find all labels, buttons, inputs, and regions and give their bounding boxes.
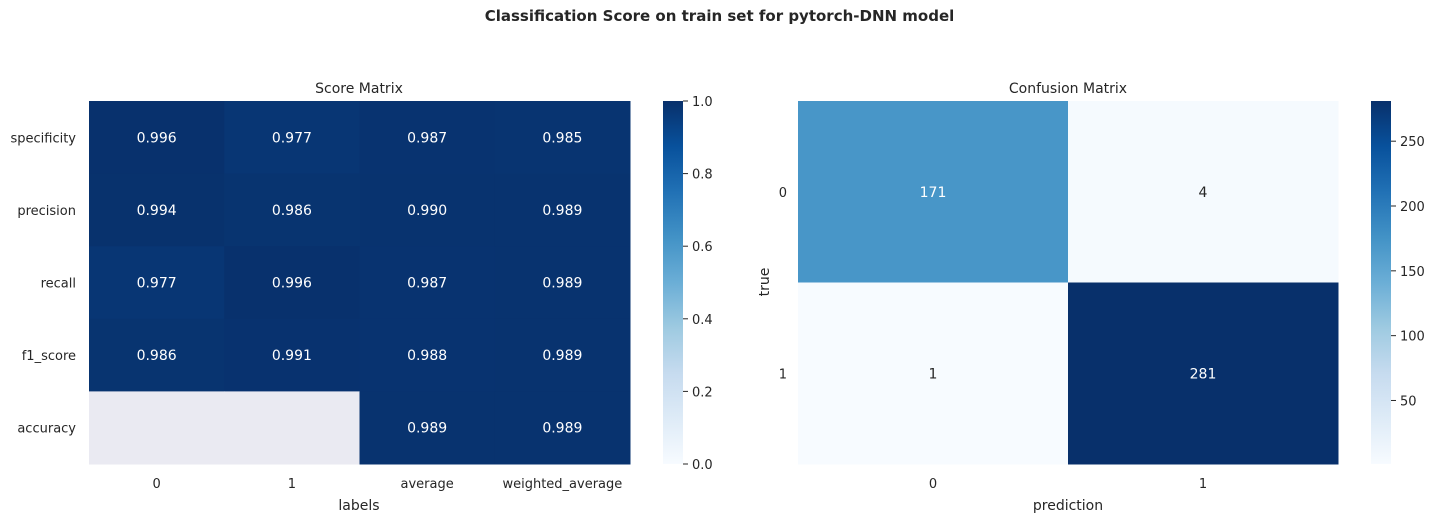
heatmap-cell <box>494 173 631 247</box>
cell-value-label: 0.987 <box>407 276 447 292</box>
cell-value-label: 0.977 <box>272 130 312 146</box>
confusion-matrix-row-labels: 01 <box>779 186 787 383</box>
row-tick-label: accuracy <box>17 422 76 437</box>
cell-value-label: 0.986 <box>272 203 312 219</box>
confusion-matrix-title: Confusion Matrix <box>1009 81 1127 97</box>
cell-value-label: 4 <box>1199 185 1208 201</box>
row-tick-label: f1_score <box>22 349 76 364</box>
colorbar-tick-label: 100 <box>1400 330 1425 345</box>
heatmap-cell <box>1068 282 1339 465</box>
heatmap-cell <box>1068 101 1339 283</box>
column-tick-label: weighted_average <box>502 477 622 492</box>
heatmap-cell <box>359 318 496 392</box>
column-tick-label: average <box>401 477 454 492</box>
cell-value-label: 0.991 <box>272 348 312 364</box>
cell-value-label: 1 <box>929 366 938 382</box>
colorbar-tick-label: 0.0 <box>692 458 713 473</box>
heatmap-cell <box>89 391 225 465</box>
heatmap-cell <box>359 391 496 465</box>
row-tick-label: 1 <box>779 367 787 382</box>
confusion-matrix-colorbar <box>1371 101 1391 464</box>
cell-value-label: 0.989 <box>542 348 582 364</box>
row-tick-label: specificity <box>10 131 76 146</box>
column-tick-label: 1 <box>1199 477 1207 492</box>
heatmap-cell <box>494 391 631 465</box>
cell-value-label: 0.989 <box>542 276 582 292</box>
heatmap-cell <box>89 173 225 247</box>
row-tick-label: 0 <box>779 186 787 201</box>
cell-value-label: 0.989 <box>542 421 582 437</box>
cell-value-label: 0.988 <box>407 348 447 364</box>
heatmap-cell <box>224 318 360 392</box>
heatmap-cell <box>359 173 496 247</box>
figure-title: Classification Score on train set for py… <box>484 7 955 25</box>
cell-value-label: 0.990 <box>407 203 447 219</box>
cell-value-label: 0.985 <box>542 130 582 146</box>
colorbar-tick-label: 150 <box>1400 265 1425 280</box>
cell-value-label: 0.987 <box>407 130 447 146</box>
score-matrix-row-labels: specificity precision recall f1_scoreaccura… <box>10 131 76 436</box>
heatmap-cell <box>359 246 496 320</box>
heatmap-cell <box>89 101 225 175</box>
cell-value-label: 281 <box>1190 366 1217 382</box>
heatmap-cell <box>798 101 1069 283</box>
score-matrix-xlabel: labels <box>338 498 379 514</box>
score-matrix-title: Score Matrix <box>315 81 403 97</box>
score-matrix-cells: 0.996 0.977 0.987 0.985 0.994 0.986 0.990 0.989… <box>89 101 631 465</box>
column-tick-label: 1 <box>288 477 296 492</box>
colorbar-tick-label: 250 <box>1400 135 1425 150</box>
heatmap-cell <box>359 101 496 175</box>
cell-value-label: 0.986 <box>137 348 177 364</box>
cell-value-label: 0.996 <box>137 130 177 146</box>
heatmap-cell <box>89 246 225 320</box>
colorbar-tick-label: 0.6 <box>692 240 713 255</box>
colorbar-tick-label: 200 <box>1400 200 1425 215</box>
column-tick-label: 0 <box>152 477 160 492</box>
confusion-matrix-xlabel: prediction <box>1033 498 1103 514</box>
row-tick-label: precision <box>17 204 76 219</box>
confusion-matrix-cells: 171 4 1 281 <box>798 101 1339 465</box>
heatmap-cell <box>224 173 360 247</box>
heatmap-cell <box>494 246 631 320</box>
heatmap-cell <box>798 282 1069 465</box>
heatmap-cell <box>224 101 360 175</box>
cell-value-label: 171 <box>920 185 947 201</box>
cell-value-label: 0.994 <box>137 203 177 219</box>
cell-value-label: 0.989 <box>407 421 447 437</box>
heatmap-cell <box>494 318 631 392</box>
colorbar-tick-label: 1.0 <box>692 95 713 110</box>
score-matrix-column-labels: 0 1 average weighted_average <box>152 477 622 492</box>
heatmap-cell <box>89 318 225 392</box>
colorbar-tick-label: 0.4 <box>692 313 713 328</box>
colorbar-tick-label: 50 <box>1400 394 1417 409</box>
row-tick-label: recall <box>41 277 76 292</box>
colorbar-tick-label: 0.2 <box>692 385 713 400</box>
heatmap-cell <box>224 391 360 465</box>
column-tick-label: 0 <box>929 477 937 492</box>
confusion-matrix-colorbar-ticks: 50 100 150 200 250 <box>1391 135 1425 409</box>
cell-value-label: 0.989 <box>542 203 582 219</box>
cell-value-label: 0.996 <box>272 276 312 292</box>
colorbar-tick-label: 0.8 <box>692 168 713 183</box>
cell-value-label: 0.977 <box>137 276 177 292</box>
score-matrix-colorbar-ticks: 0.0 0.2 0.4 0.6 0.8 1.0 <box>683 95 713 473</box>
heatmap-cell <box>224 246 360 320</box>
heatmap-cell <box>494 101 631 175</box>
confusion-matrix-ylabel: true <box>757 268 773 297</box>
score-matrix-colorbar <box>663 101 683 464</box>
